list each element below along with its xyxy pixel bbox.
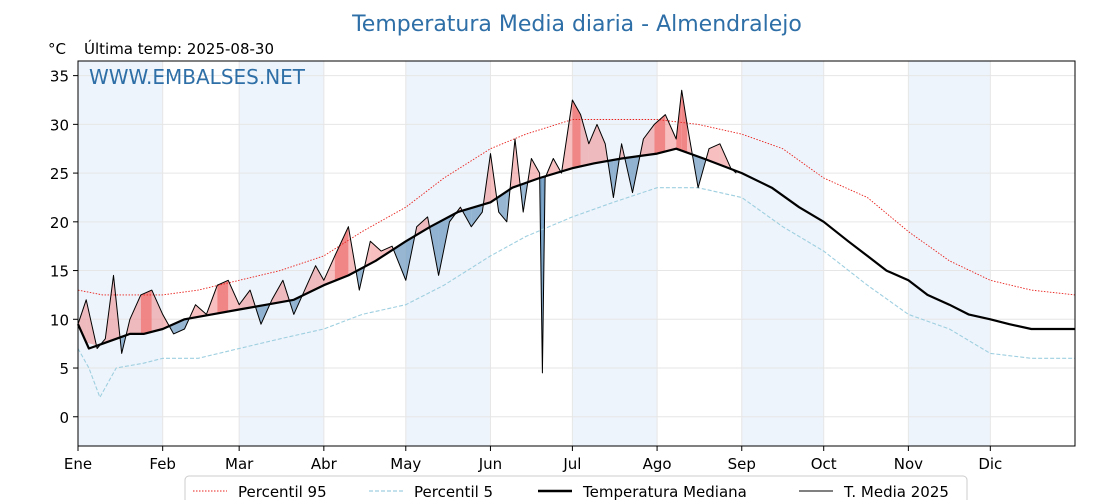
above-median-fill	[708, 143, 720, 165]
plot-frame	[77, 60, 1076, 447]
legend-label-year: T. Media 2025	[843, 483, 949, 500]
y-tick-label: 20	[50, 214, 69, 232]
legend-label-p95: Percentil 95	[238, 483, 327, 500]
y-tick-label: 10	[50, 311, 69, 329]
below-median-fill	[471, 204, 483, 227]
above-median-fill	[643, 124, 655, 156]
p5-line	[77, 187, 1075, 398]
month-band-jul	[572, 61, 658, 446]
x-tick-label-sep: Sep	[728, 455, 756, 473]
y-axis-ticks: 0 5 10 15 20 25 30 35	[50, 68, 78, 427]
x-tick-label-oct: Oct	[811, 455, 837, 473]
month-band-sep	[741, 61, 824, 446]
above-median-fill	[217, 280, 229, 314]
year-2025-line	[77, 89, 737, 374]
y-tick-label: 5	[59, 360, 69, 378]
y-tick-label: 25	[50, 165, 69, 183]
month-bands	[78, 61, 991, 446]
x-tick-label-dic: Dic	[978, 455, 1002, 473]
above-median-fill	[239, 290, 251, 310]
watermark: WWW.EMBALSES.NET	[89, 65, 306, 89]
legend-label-median: Temperatura Mediana	[582, 483, 747, 500]
legend-label-p5: Percentil 5	[414, 483, 493, 500]
above-median-fill	[195, 304, 207, 318]
above-median-fill	[228, 280, 240, 312]
legend-box	[184, 475, 968, 500]
above-median-fill	[580, 114, 589, 167]
above-median-fill	[78, 299, 87, 343]
above-median-fill	[334, 226, 349, 281]
month-band-nov	[908, 61, 991, 446]
above-median-fill	[140, 290, 152, 334]
x-tick-label-jul: Jul	[562, 455, 581, 473]
x-axis-ticks: Ene Feb Mar Abr May Jun Jul Ago Sep Oct Nov Dic	[64, 446, 1002, 473]
above-median-fill	[315, 265, 324, 290]
unit-label: °C	[48, 40, 66, 58]
x-tick-label-ago: Ago	[643, 455, 672, 473]
below-median-fill	[393, 241, 406, 281]
month-band-ene	[78, 61, 163, 446]
y-tick-label: 0	[59, 409, 69, 427]
x-tick-label-ene: Ene	[64, 455, 92, 473]
above-median-fill	[151, 290, 163, 332]
x-tick-label-nov: Nov	[894, 455, 923, 473]
above-median-fill	[531, 158, 540, 181]
y-tick-label: 15	[50, 263, 69, 281]
x-tick-label-feb: Feb	[149, 455, 176, 473]
above-median-fill	[588, 124, 597, 165]
y-tick-label: 35	[50, 68, 69, 86]
median-line	[76, 147, 1075, 350]
above-median-fill	[416, 216, 428, 235]
month-band-mar	[239, 61, 324, 446]
above-median-fill	[681, 90, 688, 153]
above-median-fill	[654, 114, 666, 154]
last-reading-label: Última temp: 2025-08-30	[84, 39, 274, 58]
above-median-fill	[129, 294, 141, 334]
x-tick-label-mar: Mar	[225, 455, 254, 473]
series-lines	[76, 89, 1076, 398]
month-band-may	[405, 61, 491, 446]
x-tick-label-abr: Abr	[311, 455, 338, 473]
above-median-fill	[596, 124, 606, 163]
x-tick-label-may: May	[390, 455, 421, 473]
chart-title: Temperatura Media diaria - Almendralejo	[351, 12, 802, 37]
above-median-fill	[665, 114, 677, 152]
x-tick-label-jun: Jun	[478, 455, 502, 473]
legend: Percentil 95 Percentil 5 Temperatura Media…	[184, 475, 968, 500]
y-tick-label: 30	[50, 116, 69, 134]
above-median-fill	[572, 99, 581, 169]
